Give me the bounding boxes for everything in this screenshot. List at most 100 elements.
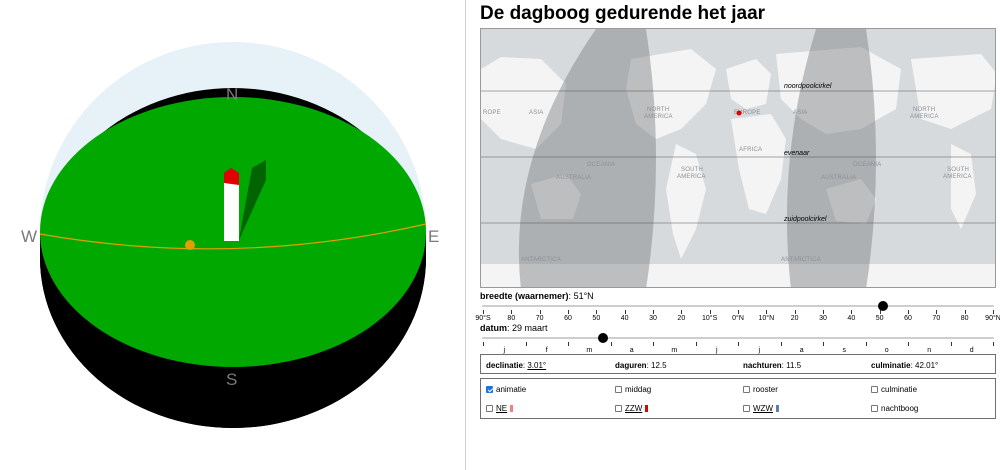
control-panel: De dagboog gedurende het jaar (475, 0, 1000, 470)
latitude-tick (511, 310, 513, 314)
map-label: AMERICA (910, 114, 939, 120)
map-label: OCEANIA (587, 162, 615, 168)
day-hours-stat: daguren: 12.5 (615, 361, 667, 370)
date-slider-thumb[interactable] (598, 333, 609, 343)
month-tick-label: s (842, 347, 847, 354)
map-label: AFRICA (739, 147, 762, 153)
latitude-tick (766, 310, 768, 314)
latitude-tick-label: 70 (932, 315, 941, 322)
day-hours-value: 12.5 (651, 361, 667, 370)
grid-option[interactable]: rooster (743, 385, 778, 394)
month-tick-label: m (586, 347, 593, 354)
zzw-option[interactable]: ZZW (615, 404, 649, 413)
animation-checkbox[interactable] (486, 386, 493, 393)
world-map-canvas: noordpoolcirkel evenaar zuidpoolcirkel A… (481, 29, 995, 287)
sphere-canvas[interactable]: N S W E (0, 0, 465, 470)
map-label: AUSTRALIA (556, 175, 591, 181)
night-arc-checkbox[interactable] (871, 405, 878, 412)
map-label: ANTARCTICA (521, 257, 561, 263)
zzw-checkbox[interactable] (615, 405, 622, 412)
sun-path-sphere-view[interactable]: N S W E (0, 0, 466, 470)
culmination-checkbox[interactable] (871, 386, 878, 393)
month-tick (865, 342, 867, 346)
month-tick (610, 342, 612, 346)
month-tick-label: f (545, 347, 548, 354)
noon-option[interactable]: middag (615, 385, 651, 394)
noon-checkbox[interactable] (615, 386, 622, 393)
night-band-right (786, 29, 876, 287)
latitude-readout: breedte (waarnemer): 51°N (480, 291, 594, 301)
observer-marker[interactable] (736, 110, 742, 116)
culmination-option[interactable]: culminatie (871, 385, 917, 394)
wzw-checkbox[interactable] (743, 405, 750, 412)
latitude-tick (624, 310, 626, 314)
declination-value[interactable]: 3.01° (527, 361, 547, 370)
culmination-value: 42.01° (915, 361, 939, 370)
latitude-tick (879, 310, 881, 314)
month-tick (993, 342, 994, 346)
latitude-ticks: 90°S 80 70 60 50 40 30 20 10°S 0°N 10°N 20 30 40 50 60 7… (475, 310, 1000, 324)
latitude-slider[interactable] (482, 301, 994, 311)
grid-checkbox[interactable] (743, 386, 750, 393)
animation-option[interactable]: animatie (486, 385, 526, 394)
month-tick (568, 342, 569, 346)
map-label: AMERICA (644, 114, 673, 120)
month-tick (908, 342, 909, 346)
month-tick (525, 342, 527, 346)
latitude-tick (993, 310, 994, 314)
map-label: EUROPE (734, 110, 761, 116)
latitude-tick (964, 310, 966, 314)
map-label: AUSTRALIA (821, 175, 856, 181)
month-tick-label: j (715, 347, 718, 354)
date-label: datum (480, 323, 507, 333)
latitude-tick (936, 310, 938, 314)
date-slider[interactable] (482, 333, 994, 343)
latitude-tick-label: 60 (564, 315, 572, 322)
latitude-tick-label: 90°N (985, 315, 1000, 322)
latitude-tick-label: 60 (904, 315, 912, 322)
zzw-color-swatch (645, 405, 649, 412)
sun-path-arc (39, 223, 427, 250)
map-label: SOUTH (681, 167, 703, 173)
compass-east: E (428, 227, 439, 246)
latitude-tick-label: 50 (875, 315, 884, 322)
compass-north: N (226, 85, 238, 104)
latitude-value: 51°N (573, 291, 594, 301)
night-band-left (518, 29, 656, 287)
latitude-tick-label: 40 (847, 315, 856, 322)
month-tick-label: d (969, 347, 974, 354)
world-map[interactable]: noordpoolcirkel evenaar zuidpoolcirkel A… (480, 28, 996, 288)
latitude-tick (794, 310, 796, 314)
wzw-option[interactable]: WZW (743, 404, 779, 413)
latitude-tick (596, 310, 598, 314)
ne-checkbox[interactable] (486, 405, 493, 412)
map-label: ANTARCTICA (781, 257, 821, 263)
latitude-tick-label: 10°S (702, 315, 718, 322)
ne-option[interactable]: NE (486, 404, 514, 413)
month-tick-label: j (758, 347, 761, 354)
map-label: NORTH (647, 107, 669, 113)
sun-marker[interactable] (185, 240, 195, 250)
map-label: ROPE (483, 110, 501, 116)
continents (481, 47, 995, 287)
date-value: 29 maart (512, 323, 548, 333)
ne-color-swatch (510, 405, 514, 412)
latitude-slider-thumb[interactable] (877, 301, 888, 311)
latitude-tick-label: 0°N (732, 315, 744, 322)
compass-west: W (21, 227, 37, 246)
equator-label: evenaar (784, 150, 810, 157)
wzw-color-swatch (776, 405, 779, 412)
latitude-tick-label: 10°N (758, 315, 775, 322)
latitude-tick (738, 310, 739, 314)
date-readout: datum: 29 maart (480, 323, 548, 333)
latitude-tick (653, 310, 654, 314)
compass-south: S (226, 370, 237, 389)
night-arc-option[interactable]: nachtboog (871, 404, 918, 413)
month-tick (653, 342, 654, 346)
latitude-tick-label: 30 (819, 315, 827, 322)
declination-stat: declinatie: 3.01° (486, 361, 547, 370)
options-box: animatie middag rooster culminatie NE ZZ… (480, 378, 996, 419)
month-tick-label: j (503, 347, 506, 354)
latitude-tick-label: 80 (960, 315, 969, 322)
